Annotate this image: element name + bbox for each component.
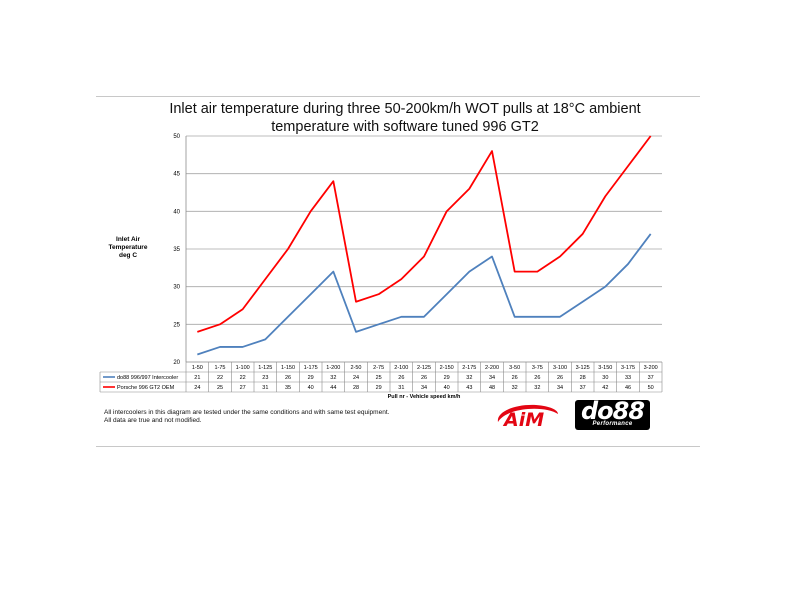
table-value: 24 bbox=[194, 385, 200, 391]
x-tick-label: 1-200 bbox=[326, 365, 340, 371]
table-value: 26 bbox=[398, 375, 404, 381]
table-value: 31 bbox=[398, 385, 404, 391]
table-value: 25 bbox=[217, 385, 223, 391]
x-tick-label: 2-50 bbox=[350, 365, 361, 371]
chart-title-line-2: temperature with software tuned 996 GT2 bbox=[271, 119, 539, 135]
table-value: 37 bbox=[580, 385, 586, 391]
table-value: 21 bbox=[194, 375, 200, 381]
y-tick-label: 30 bbox=[173, 285, 180, 291]
table-value: 40 bbox=[308, 385, 314, 391]
table-value: 27 bbox=[240, 385, 246, 391]
table-value: 40 bbox=[444, 385, 450, 391]
table-value: 26 bbox=[285, 375, 291, 381]
y-tick-label: 50 bbox=[173, 134, 180, 140]
x-tick-label: 3-150 bbox=[598, 365, 612, 371]
table-value: 32 bbox=[466, 375, 472, 381]
chart-title-line-1: Inlet air temperature during three 50-20… bbox=[169, 101, 641, 117]
table-value: 26 bbox=[421, 375, 427, 381]
table-value: 23 bbox=[262, 375, 268, 381]
x-tick-label: 2-200 bbox=[485, 365, 499, 371]
table-value: 35 bbox=[285, 385, 291, 391]
y-tick-label: 40 bbox=[173, 209, 180, 215]
x-tick-label: 1-125 bbox=[258, 365, 272, 371]
y-tick-label: 45 bbox=[173, 172, 180, 178]
x-tick-label: 2-75 bbox=[373, 365, 384, 371]
x-tick-label: 2-125 bbox=[417, 365, 431, 371]
table-value: 26 bbox=[512, 375, 518, 381]
table-value: 26 bbox=[557, 375, 563, 381]
table-value: 29 bbox=[376, 385, 382, 391]
y-tick-label: 20 bbox=[173, 360, 180, 366]
table-value: 34 bbox=[421, 385, 427, 391]
legend-entry: Porsche 996 GT2 OEM bbox=[117, 385, 175, 391]
y-axis-label-line-2: Temperature bbox=[108, 244, 148, 251]
table-value: 33 bbox=[625, 375, 631, 381]
table-value: 29 bbox=[308, 375, 314, 381]
top-divider bbox=[96, 96, 700, 97]
table-value: 34 bbox=[557, 385, 563, 391]
x-tick-label: 3-50 bbox=[509, 365, 520, 371]
x-tick-label: 2-150 bbox=[440, 365, 454, 371]
x-tick-label: 3-125 bbox=[576, 365, 590, 371]
chart-title: Inlet air temperature during three 50-20… bbox=[150, 100, 660, 136]
x-tick-label: 3-175 bbox=[621, 365, 635, 371]
series-line-2 bbox=[197, 135, 652, 333]
table-value: 32 bbox=[330, 375, 336, 381]
do88-logo-text: do88 bbox=[580, 400, 645, 425]
legend-entry: do88 996/997 Intercooler bbox=[117, 375, 178, 381]
y-tick-label: 25 bbox=[173, 322, 180, 328]
series-line-1 bbox=[197, 233, 652, 356]
x-tick-label: 1-50 bbox=[192, 365, 203, 371]
x-tick-label: 2-175 bbox=[462, 365, 476, 371]
aim-logo-text: AiM bbox=[502, 409, 544, 430]
x-tick-label: 2-100 bbox=[394, 365, 408, 371]
note-line-1: All intercoolers in this diagram are tes… bbox=[104, 409, 390, 416]
table-value: 46 bbox=[625, 385, 631, 391]
table-value: 30 bbox=[602, 375, 608, 381]
table-value: 29 bbox=[444, 375, 450, 381]
table-value: 50 bbox=[648, 385, 654, 391]
do88-logo-subtext: Performance bbox=[592, 421, 633, 427]
table-value: 43 bbox=[466, 385, 472, 391]
table-value: 32 bbox=[534, 385, 540, 391]
x-tick-label: 1-150 bbox=[281, 365, 295, 371]
table-value: 28 bbox=[353, 385, 359, 391]
table-value: 25 bbox=[376, 375, 382, 381]
x-tick-label: 1-100 bbox=[236, 365, 250, 371]
table-value: 28 bbox=[580, 375, 586, 381]
table-value: 44 bbox=[330, 385, 336, 391]
x-tick-label: 3-75 bbox=[532, 365, 543, 371]
table-value: 34 bbox=[489, 375, 495, 381]
table-value: 37 bbox=[648, 375, 654, 381]
y-tick-label: 35 bbox=[173, 247, 180, 253]
table-value: 31 bbox=[262, 385, 268, 391]
note-line-2: All data are true and not modified. bbox=[104, 417, 202, 424]
y-axis-label-line-1: Inlet Air bbox=[116, 236, 140, 243]
bottom-divider bbox=[96, 446, 700, 447]
table-value: 26 bbox=[534, 375, 540, 381]
do88-logo: do88 Performance bbox=[575, 400, 650, 430]
y-axis-label-line-3: deg C bbox=[118, 252, 138, 259]
x-tick-label: 1-175 bbox=[304, 365, 318, 371]
y-axis-label: Inlet Air Temperature deg C bbox=[96, 236, 160, 260]
table-value: 22 bbox=[217, 375, 223, 381]
table-value: 24 bbox=[353, 375, 359, 381]
x-axis-label: Pull nr - Vehicle speed km/h bbox=[387, 394, 461, 400]
table-value: 22 bbox=[240, 375, 246, 381]
x-tick-label: 3-100 bbox=[553, 365, 567, 371]
aim-logo: AiM bbox=[497, 404, 558, 430]
table-value: 32 bbox=[512, 385, 518, 391]
table-value: 42 bbox=[602, 385, 608, 391]
x-tick-label: 1-75 bbox=[214, 365, 225, 371]
x-tick-label: 3-200 bbox=[644, 365, 658, 371]
table-value: 48 bbox=[489, 385, 495, 391]
